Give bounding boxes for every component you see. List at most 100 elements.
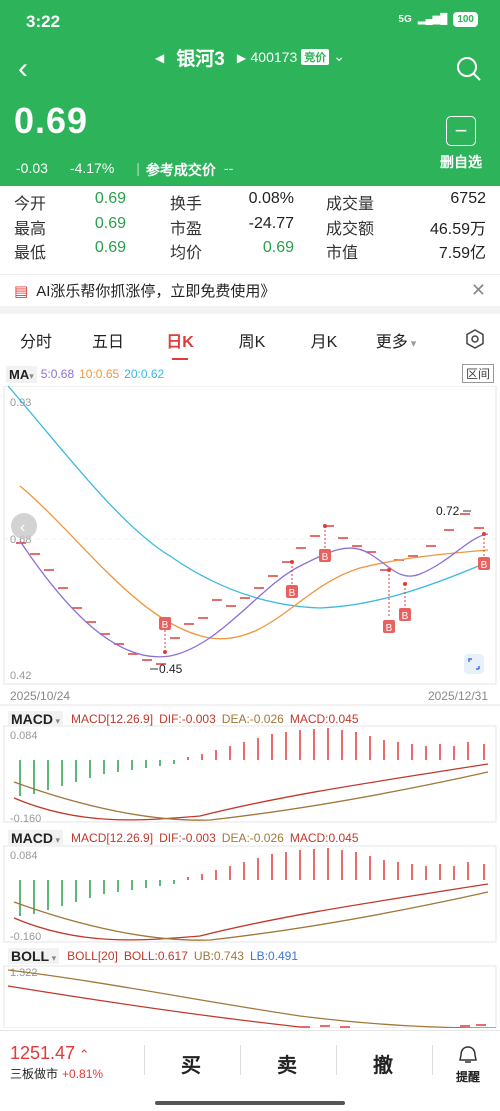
stat-label: 市值 (326, 245, 359, 263)
buy-marker: B (399, 582, 411, 622)
date-start: 2025/10/24 (10, 689, 70, 703)
stat-label: 均价 (170, 245, 203, 263)
document-icon: ▤ (14, 282, 29, 300)
signal-icon: ▂▄▆█ (417, 14, 448, 25)
current-price: 0.69 (14, 100, 89, 141)
buy-marker: B (319, 524, 331, 563)
status-time: 3:22 (26, 12, 61, 31)
next-stock-icon[interactable]: ▶ (236, 50, 247, 65)
stat-value: 46.59万 (429, 220, 486, 238)
back-icon[interactable]: ‹ (18, 52, 28, 85)
tab-intraday[interactable]: 分时 (19, 334, 52, 351)
macd2-selector[interactable]: MACD ▾ (8, 830, 64, 846)
macd2-y-top: 0.084 (10, 850, 38, 862)
macd2-y-bot: -0.160 (10, 931, 41, 943)
stat-value: 7.59亿 (438, 245, 486, 263)
svg-text:B: B (481, 560, 488, 571)
close-icon[interactable]: ✕ (470, 280, 486, 300)
tab-daily-k[interactable]: 日K (144, 328, 216, 360)
search-icon[interactable] (456, 56, 482, 87)
chevron-down-icon[interactable]: ⌄ (333, 48, 345, 64)
chart-area[interactable]: 0.93 0.68 0.42 (0, 385, 500, 1029)
stat-value: 0.69 (94, 214, 126, 232)
boll-ub-line (7, 969, 497, 1029)
quote-header: 3:22 5G ▂▄▆█ 100 ‹ ◀ 银河3 ▶ 400173 竞价 ⌄ 0… (0, 0, 500, 186)
chevron-left-icon: ‹ (20, 519, 25, 536)
change-row: -0.03 -4.17% | 参考成交价 -- (16, 160, 234, 178)
ma5-line (19, 533, 489, 658)
home-indicator (155, 1101, 345, 1105)
macd2-params: MACD[12.26.9] (71, 831, 154, 845)
stat-label: 今开 (14, 196, 47, 214)
boll-selector[interactable]: BOLL ▾ (8, 948, 60, 964)
interval-button[interactable]: 区间 (461, 364, 494, 383)
boll-lb: LB:0.491 (249, 949, 298, 963)
ma20-line (7, 385, 489, 609)
buy-button[interactable]: 买 (181, 1055, 201, 1077)
boll-candles (300, 1024, 486, 1028)
sell-button[interactable]: 卖 (277, 1055, 297, 1077)
macd1-selector[interactable]: MACD ▾ (8, 711, 64, 727)
macd2-dea: DEA:-0.026 (221, 831, 284, 845)
stat-label: 市盈 (170, 220, 203, 238)
boll-value: BOLL:0.617 (123, 949, 188, 963)
macd1-y-top: 0.084 (10, 730, 38, 742)
ma5-value: 5:0.68 (40, 367, 75, 381)
remove-favorite-button[interactable]: − 删自选 (440, 116, 482, 172)
high-mark: 0.72 (436, 504, 460, 518)
tab-weekly-k[interactable]: 周K (238, 334, 266, 351)
minus-icon: − (446, 116, 476, 146)
ref-price-value: -- (223, 160, 234, 176)
svg-text:B: B (289, 588, 296, 599)
ma10-value: 10:0.65 (79, 367, 120, 381)
code-tag: 竞价 (301, 48, 330, 65)
kline-chart[interactable]: 0.93 0.68 0.42 (0, 385, 500, 1029)
stat-label: 换手 (170, 196, 203, 214)
remind-label: 提醒 (455, 1070, 480, 1084)
remind-button[interactable]: 提醒 (456, 1045, 480, 1085)
macd2-legend: MACD ▾ MACD[12.26.9] DIF:-0.003 DEA:-0.0… (8, 830, 359, 846)
settings-icon[interactable] (464, 328, 486, 355)
macd1-frame (3, 725, 497, 823)
stat-value: 0.69 (94, 190, 126, 208)
status-icons: 5G ▂▄▆█ 100 (398, 12, 478, 27)
tab-monthly-k[interactable]: 月K (310, 334, 338, 351)
ai-banner[interactable]: ▤ AI涨乐帮你抓涨停，立即免费使用》 ✕ (0, 274, 500, 314)
boll-params: BOLL[20] (67, 949, 118, 963)
tab-five-day[interactable]: 五日 (91, 334, 124, 351)
prev-stock-icon[interactable]: ◀ (155, 50, 165, 65)
stat-value: -24.77 (248, 214, 294, 232)
remove-favorite-label: 删自选 (440, 154, 482, 170)
svg-text:B: B (386, 623, 393, 634)
y-axis-bottom: 0.42 (10, 670, 31, 682)
scroll-left-button[interactable] (11, 513, 37, 539)
price-change-pct: -4.17% (69, 160, 115, 176)
macd2-macd: MACD:0.045 (289, 831, 359, 845)
stat-value: 0.69 (262, 239, 294, 257)
stock-title: 银河3 (176, 49, 225, 70)
title-block: ◀ 银河3 ▶ 400173 竞价 ⌄ (0, 44, 500, 71)
macd1-dif: DIF:-0.003 (159, 712, 216, 726)
index-ticker[interactable]: 1251.47 ⌃ (10, 1043, 90, 1063)
bell-icon (459, 1046, 477, 1063)
macd1-dea-line (13, 771, 489, 821)
expand-icon (468, 658, 480, 670)
fullscreen-button[interactable] (464, 654, 484, 674)
ma10-line (19, 485, 489, 640)
ma20-value: 20:0.62 (124, 367, 165, 381)
ma-selector[interactable]: MA▾ (6, 365, 37, 383)
boll-ub: UB:0.743 (193, 949, 244, 963)
svg-text:B: B (402, 611, 409, 622)
tab-more[interactable]: 更多 ▾ (375, 334, 417, 351)
ref-price-label: 参考成交价 (145, 162, 216, 178)
cancel-order-button[interactable]: 撤 (373, 1055, 393, 1077)
macd1-label: MACD (11, 711, 53, 727)
buy-marker: B (383, 568, 395, 634)
macd1-dea: DEA:-0.026 (221, 712, 284, 726)
boll-legend: BOLL ▾ BOLL[20] BOLL:0.617 UB:0.743 LB:0… (8, 948, 298, 964)
macd2-frame (3, 845, 497, 943)
stock-code: 400173 (250, 48, 298, 65)
stat-value: 6752 (450, 190, 486, 208)
svg-text:B: B (162, 620, 169, 631)
stat-value: 0.69 (94, 239, 126, 257)
